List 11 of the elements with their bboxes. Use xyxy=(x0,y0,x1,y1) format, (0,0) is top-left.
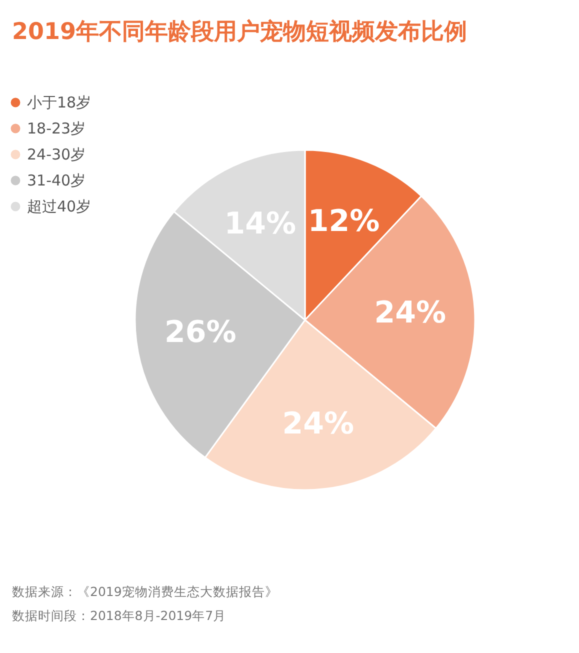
legend-label: 小于18岁 xyxy=(27,94,92,112)
source-note: 数据来源：《2019宠物消费生态大数据报告》 xyxy=(12,584,278,599)
legend-label: 超过40岁 xyxy=(27,198,92,216)
legend-label: 31-40岁 xyxy=(27,172,86,190)
legend-label: 24-30岁 xyxy=(27,146,86,164)
text: 数据时间段：2018年8月-2019年7月 xyxy=(12,608,226,623)
chart-title: 2019年不同年龄段用户宠物短视频发布比例 xyxy=(12,18,468,45)
data-label: 24% xyxy=(282,406,354,442)
legend-label: 18-23岁 xyxy=(27,120,86,138)
data-label: 12% xyxy=(308,204,380,239)
data-label: 24% xyxy=(374,295,446,330)
